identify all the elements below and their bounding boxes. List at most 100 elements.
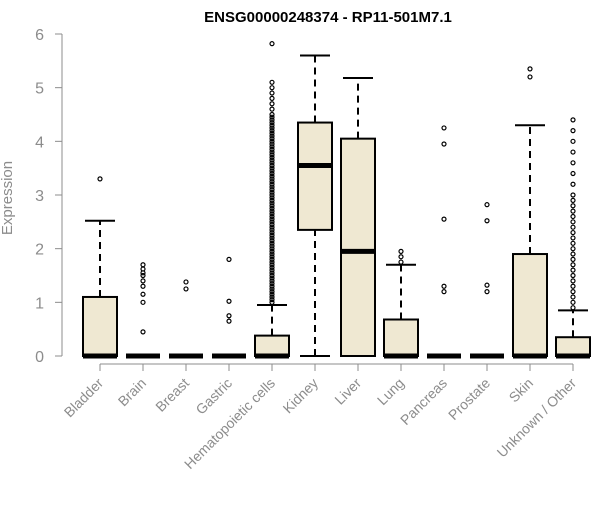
outlier-point bbox=[269, 192, 275, 198]
outlier-point bbox=[269, 291, 275, 297]
outlier-point bbox=[269, 229, 275, 236]
outlier-point bbox=[570, 272, 576, 279]
outlier-point bbox=[140, 299, 146, 305]
box-breast bbox=[169, 279, 203, 359]
outlier-point bbox=[570, 256, 576, 262]
outlier-point bbox=[570, 138, 576, 144]
y-tick-label: 1 bbox=[35, 295, 44, 312]
box-iqr bbox=[82, 295, 118, 358]
outlier-point bbox=[97, 176, 103, 182]
outlier-point bbox=[570, 170, 576, 177]
outlier-point bbox=[269, 149, 275, 155]
outlier-point bbox=[269, 232, 275, 238]
outlier-point bbox=[269, 203, 275, 209]
x-tick-label: Skin bbox=[506, 375, 537, 406]
x-tick-label: Liver bbox=[331, 375, 364, 408]
outlier-point bbox=[269, 262, 275, 268]
outlier-point bbox=[398, 254, 404, 260]
outlier-point bbox=[269, 219, 275, 225]
outlier-point bbox=[269, 216, 275, 222]
outlier-point bbox=[269, 111, 275, 118]
outlier-point bbox=[570, 229, 576, 236]
box-brain bbox=[126, 262, 160, 359]
outlier-point bbox=[441, 216, 447, 222]
outlier-point bbox=[140, 291, 146, 297]
outlier-point bbox=[570, 197, 576, 203]
outlier-point bbox=[570, 278, 576, 284]
outlier-point bbox=[140, 283, 146, 289]
x-tick-label: Lung bbox=[374, 375, 407, 408]
outlier-point bbox=[140, 329, 146, 335]
outlier-point bbox=[441, 125, 447, 131]
outlier-point bbox=[183, 286, 189, 292]
outlier-point bbox=[269, 165, 275, 171]
outlier-point bbox=[269, 251, 275, 257]
outlier-point bbox=[570, 294, 576, 300]
outlier-point bbox=[269, 152, 275, 158]
outlier-point bbox=[269, 270, 275, 276]
outlier-point bbox=[269, 176, 275, 182]
outlier-point bbox=[269, 85, 275, 91]
x-tick-label: Pancreas bbox=[397, 375, 450, 428]
outlier-point bbox=[269, 211, 275, 217]
outlier-point bbox=[269, 128, 275, 134]
outlier-point bbox=[570, 267, 576, 273]
outlier-point bbox=[484, 289, 490, 295]
box-skin bbox=[512, 66, 548, 359]
outlier-point bbox=[269, 246, 275, 252]
outlier-point bbox=[269, 197, 275, 203]
outlier-point bbox=[269, 117, 275, 123]
x-tick-label: Kidney bbox=[280, 375, 322, 417]
outlier-point bbox=[269, 146, 275, 152]
outlier-point bbox=[269, 299, 275, 305]
outlier-point bbox=[269, 254, 275, 260]
outlier-point bbox=[269, 157, 275, 163]
y-axis-label: Expression bbox=[0, 161, 16, 235]
outlier-point bbox=[527, 66, 533, 72]
outlier-point bbox=[269, 187, 275, 193]
outlier-point bbox=[226, 256, 232, 262]
box-iqr bbox=[512, 253, 548, 358]
chart-title: ENSG00000248374 - RP11-501M7.1 bbox=[204, 9, 452, 26]
outlier-point bbox=[269, 280, 275, 287]
box-iqr bbox=[254, 334, 290, 357]
outlier-point bbox=[570, 181, 576, 187]
outlier-point bbox=[226, 318, 232, 324]
x-tick-label: Brain bbox=[115, 375, 149, 409]
x-tick-label: Breast bbox=[152, 375, 192, 415]
outlier-point bbox=[269, 178, 275, 185]
x-tick-label: Unknown / Other bbox=[494, 375, 580, 461]
box-iqr bbox=[383, 318, 419, 357]
outlier-point bbox=[570, 160, 576, 166]
x-tick-label: Bladder bbox=[61, 375, 107, 421]
outlier-point bbox=[269, 256, 275, 262]
outlier-point bbox=[140, 278, 146, 284]
outlier-point bbox=[269, 79, 275, 85]
outlier-point bbox=[269, 264, 275, 271]
outlier-point bbox=[570, 224, 576, 230]
outlier-point bbox=[269, 283, 275, 289]
outlier-point bbox=[226, 298, 232, 304]
outlier-point bbox=[269, 160, 275, 166]
outlier-point bbox=[570, 289, 576, 295]
y-tick-label: 4 bbox=[35, 134, 44, 151]
box-unknown-other bbox=[555, 117, 591, 359]
box-liver bbox=[340, 77, 376, 357]
outlier-point bbox=[269, 208, 275, 214]
outlier-point bbox=[269, 221, 275, 228]
outlier-point bbox=[269, 275, 275, 281]
outlier-point bbox=[570, 213, 576, 220]
box-lung bbox=[383, 248, 419, 359]
outlier-point bbox=[226, 313, 232, 319]
y-axis: 0 1 2 3 4 5 6 bbox=[35, 27, 63, 366]
outlier-point bbox=[140, 272, 146, 279]
outlier-point bbox=[269, 130, 275, 136]
outlier-point bbox=[570, 208, 576, 214]
outlier-point bbox=[269, 181, 275, 187]
outlier-point bbox=[441, 283, 447, 289]
outlier-point bbox=[269, 106, 275, 112]
outlier-point bbox=[269, 119, 275, 126]
outlier-point bbox=[269, 114, 275, 120]
outlier-point bbox=[269, 289, 275, 295]
